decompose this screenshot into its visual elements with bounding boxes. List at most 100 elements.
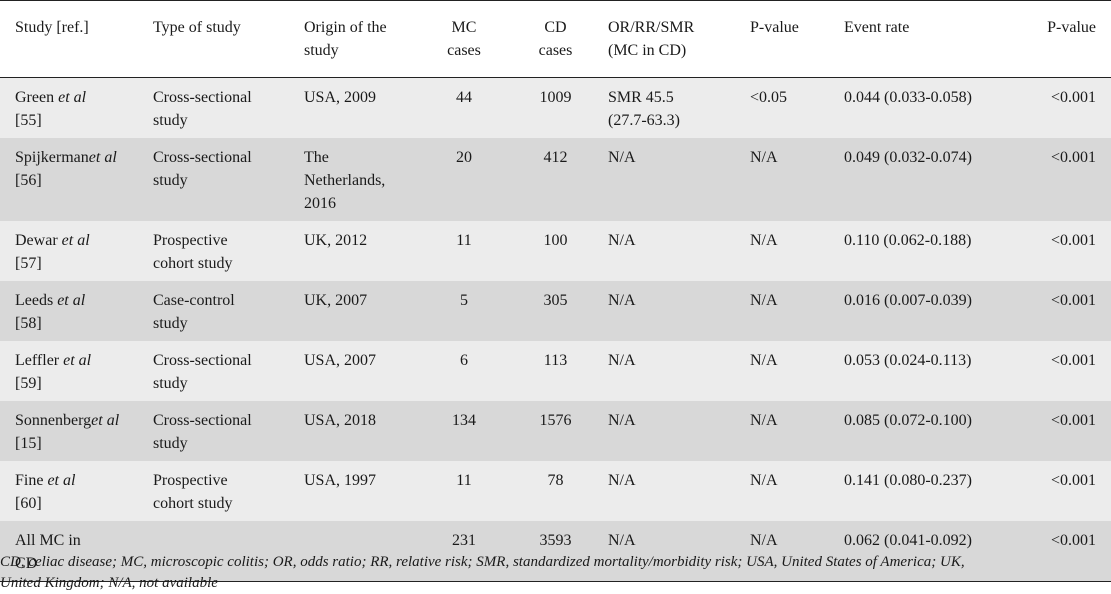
cell-or-rr-smr: N/A: [593, 461, 735, 521]
study-author: All MC in: [15, 532, 81, 549]
p-value-1: N/A: [750, 352, 778, 369]
cell-p-value-1: N/A: [735, 461, 829, 521]
header-origin: Origin of the study: [289, 1, 410, 78]
or-line1: N/A: [608, 532, 636, 549]
cell-mc-cases: 11: [410, 461, 518, 521]
table-row: Dewar et al [57] Prospective cohort study UK…: [0, 221, 1111, 281]
event-rate-value: 0.053 (0.024-0.113): [844, 352, 972, 369]
study-author: Leffler: [15, 352, 64, 369]
cell-event-rate: 0.141 (0.080-0.237): [829, 461, 1023, 521]
event-rate-value: 0.085 (0.072-0.100): [844, 412, 972, 429]
table-row: Spijkermanet al [56] Cross-sectional study T…: [0, 138, 1111, 221]
header-origin-line2: study: [304, 42, 339, 59]
study-et-al: et al: [57, 292, 86, 309]
or-line1: N/A: [608, 149, 636, 166]
or-line1: N/A: [608, 232, 636, 249]
mc-value: 44: [456, 89, 472, 106]
type-line1: Cross-sectional: [153, 412, 252, 429]
study-et-al: et al: [61, 232, 90, 249]
header-origin-line1: Origin of the: [304, 19, 387, 36]
cell-cd-cases: 100: [518, 221, 593, 281]
cell-study: Leeds et al [58]: [0, 281, 138, 341]
mc-value: 231: [452, 532, 476, 549]
or-line2: (27.7-63.3): [608, 112, 680, 129]
cell-cd-cases: 305: [518, 281, 593, 341]
header-p-value-2: P-value: [1047, 19, 1096, 36]
cell-event-rate: 0.110 (0.062-0.188): [829, 221, 1023, 281]
origin-line2: Netherlands,: [304, 172, 386, 189]
mc-value: 20: [456, 149, 472, 166]
cd-value: 113: [543, 352, 568, 369]
cell-study: All MC in CD: [0, 521, 138, 582]
cell-p-value-1: N/A: [735, 221, 829, 281]
study-author: Green: [15, 89, 59, 106]
study-author: Sonnenberg: [15, 412, 92, 429]
cell-type: Prospective cohort study: [138, 221, 289, 281]
type-line2: study: [153, 172, 188, 189]
study-author: Fine: [15, 472, 48, 489]
cell-study: Dewar et al [57]: [0, 221, 138, 281]
cell-origin: The Netherlands, 2016: [289, 138, 410, 221]
cell-type: Prospective cohort study: [138, 461, 289, 521]
type-line2: cohort study: [153, 255, 233, 272]
cell-p-value-1: N/A: [735, 521, 829, 582]
cell-study: Leffler et al [59]: [0, 341, 138, 401]
type-line2: study: [153, 375, 188, 392]
header-or-rr-smr: OR/RR/SMR (MC in CD): [593, 1, 735, 78]
mc-value: 6: [460, 352, 468, 369]
study-et-al: et al: [88, 149, 117, 166]
event-rate-value: 0.049 (0.032-0.074): [844, 149, 972, 166]
table-row: Leeds et al [58] Case-control study UK, 2007…: [0, 281, 1111, 341]
header-cd-line1: CD: [544, 19, 567, 36]
study-reference: [55]: [15, 112, 42, 129]
cell-mc-cases: 134: [410, 401, 518, 461]
cell-mc-cases: 231: [410, 521, 518, 582]
p-value-2: <0.001: [1050, 149, 1096, 166]
header-type: Type of study: [153, 19, 241, 36]
cell-p-value-2: <0.001: [1023, 341, 1111, 401]
study-author: Dewar: [15, 232, 62, 249]
cell-type: Cross-sectional study: [138, 401, 289, 461]
cell-or-rr-smr: N/A: [593, 341, 735, 401]
study-reference: CD: [15, 555, 38, 572]
type-line2: cohort study: [153, 495, 233, 512]
p-value-2: <0.001: [1050, 352, 1096, 369]
cell-event-rate: 0.016 (0.007-0.039): [829, 281, 1023, 341]
study-author: Spijkerman: [15, 149, 89, 166]
cell-mc-cases: 44: [410, 78, 518, 139]
origin-line1: USA, 1997: [304, 472, 377, 489]
type-line1: Cross-sectional: [153, 352, 252, 369]
header-p-value-1: P-value: [750, 19, 799, 36]
origin-line1: USA, 2007: [304, 352, 377, 369]
cell-origin: USA, 2009: [289, 78, 410, 139]
study-reference: [58]: [15, 315, 42, 332]
header-or-line2: (MC in CD): [608, 42, 687, 59]
or-line1: N/A: [608, 472, 636, 489]
table-row: Fine et al [60] Prospective cohort study USA…: [0, 461, 1111, 521]
cell-p-value-2: <0.001: [1023, 281, 1111, 341]
type-line1: Prospective: [153, 232, 228, 249]
cell-cd-cases: 113: [518, 341, 593, 401]
p-value-2: <0.001: [1050, 89, 1096, 106]
cell-study: Sonnenberget al [15]: [0, 401, 138, 461]
p-value-2: <0.001: [1050, 412, 1096, 429]
cell-origin: USA, 2018: [289, 401, 410, 461]
header-mc-line1: MC: [451, 19, 477, 36]
table-body: Green et al [55] Cross-sectional study USA, …: [0, 77, 1111, 582]
cell-event-rate: 0.053 (0.024-0.113): [829, 341, 1023, 401]
cd-value: 412: [543, 149, 568, 166]
cell-p-value-2: <0.001: [1023, 138, 1111, 221]
cell-mc-cases: 20: [410, 138, 518, 221]
or-line1: SMR 45.5: [608, 89, 674, 106]
cell-cd-cases: 3593: [518, 521, 593, 582]
event-rate-value: 0.141 (0.080-0.237): [844, 472, 972, 489]
header-study: Study [ref.]: [15, 19, 89, 36]
study-et-al: et al: [91, 412, 120, 429]
cell-cd-cases: 412: [518, 138, 593, 221]
cell-p-value-2: <0.001: [1023, 521, 1111, 582]
cd-value: 78: [547, 472, 564, 489]
or-line1: N/A: [608, 412, 636, 429]
mc-value: 11: [456, 472, 472, 489]
cell-cd-cases: 1009: [518, 78, 593, 139]
p-value-1: N/A: [750, 232, 778, 249]
